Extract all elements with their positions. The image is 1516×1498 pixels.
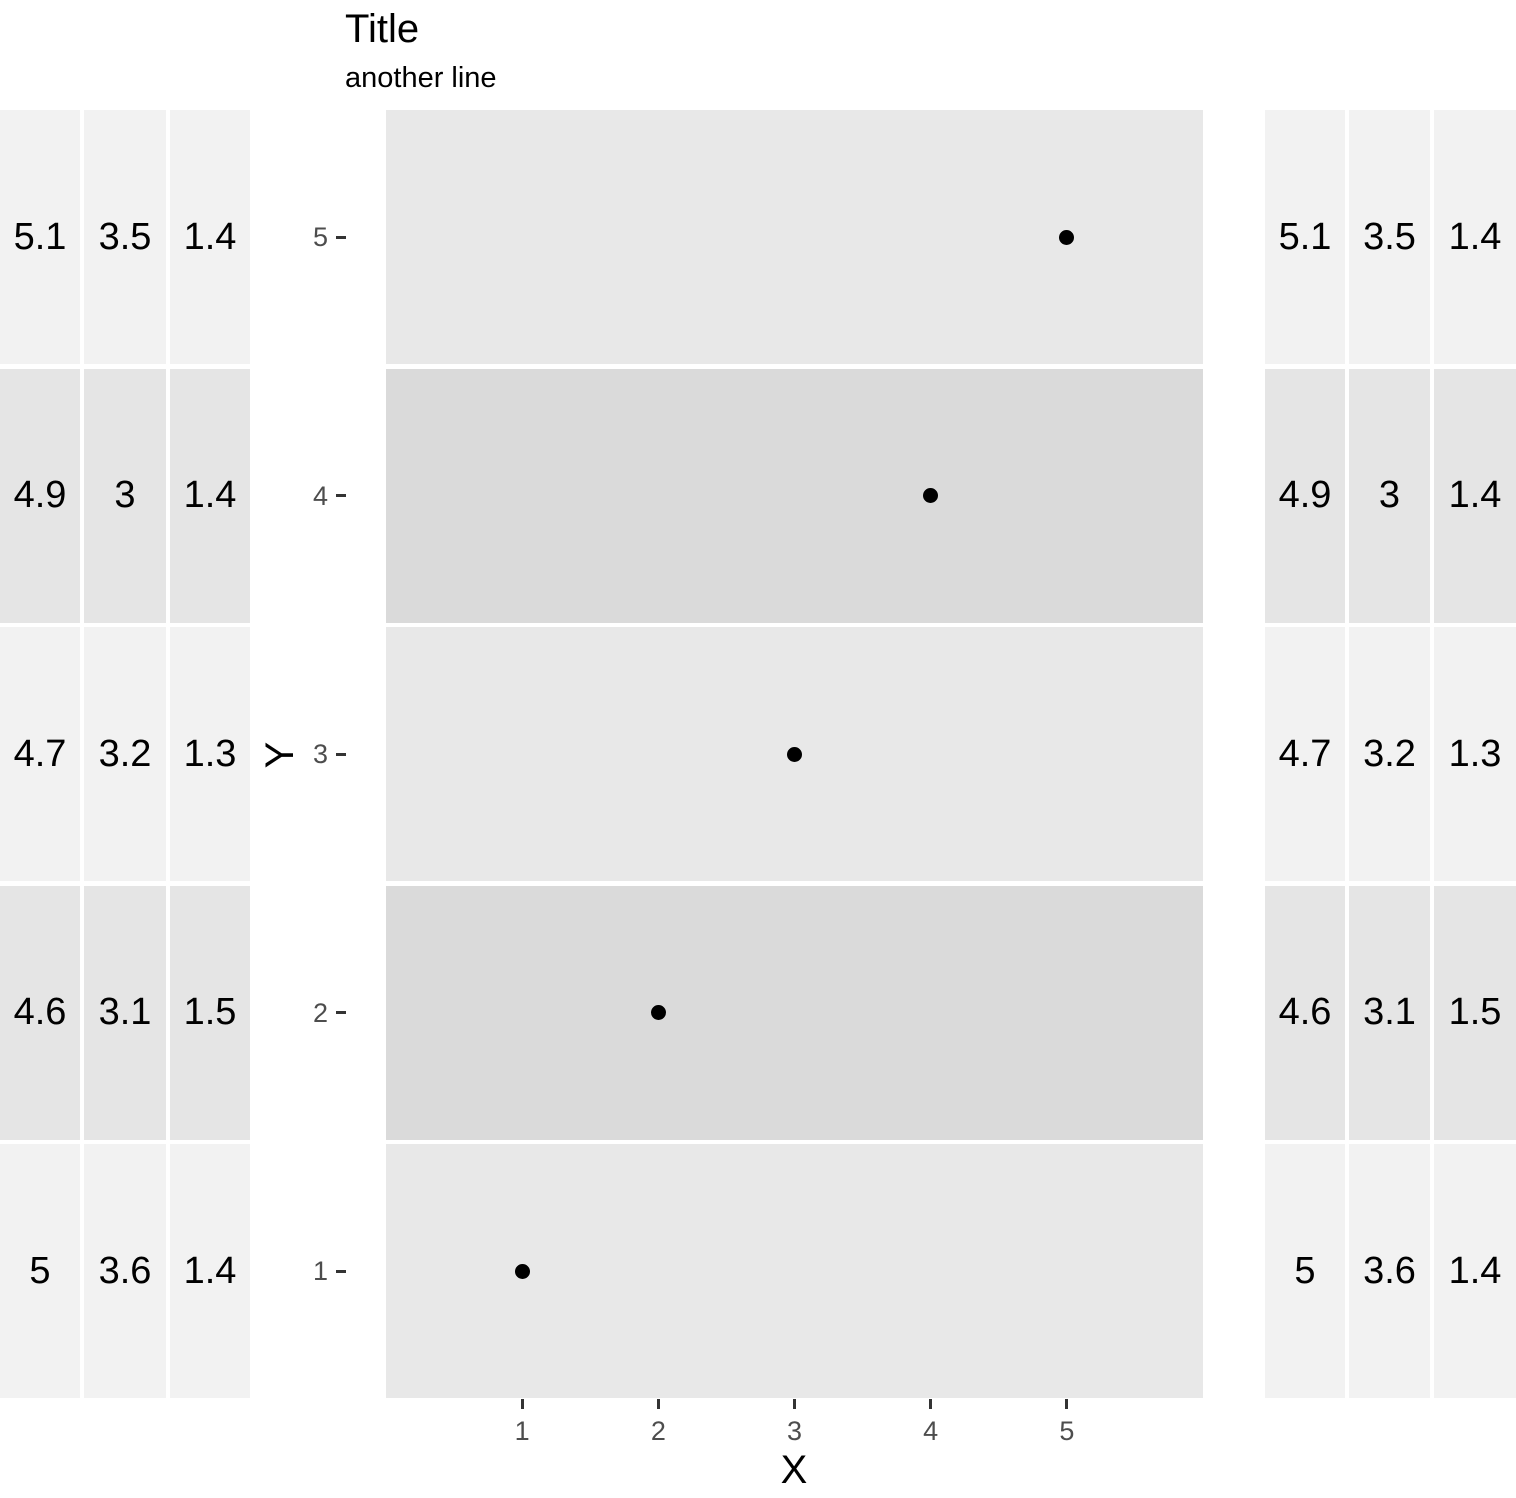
x-tick-mark [1065,1399,1069,1409]
table-cell: 1.4 [1434,1144,1516,1399]
y-tick-mark [336,1011,346,1015]
table-cell: 3 [1349,368,1430,623]
y-tick-mark [336,1269,346,1273]
chart-title: Title [345,7,420,51]
x-tick-label: 1 [514,1416,530,1446]
x-tick-label: 3 [786,1416,803,1446]
table-cell: 3.5 [84,110,166,364]
y-axis-title: Y [257,741,302,769]
y-tick-mark [336,494,346,498]
table-cell: 4.6 [0,885,80,1140]
y-tick-mark [336,752,346,756]
y-tick-label: 4 [312,480,328,511]
data-point [650,1005,666,1021]
table-cell: 3.1 [1349,885,1430,1140]
table-cell: 4.9 [0,368,80,623]
panel-band [386,885,1203,1140]
table-cell: 1.4 [170,110,250,364]
table-cell: 4.6 [1265,885,1345,1140]
x-tick-label: 5 [1059,1416,1075,1446]
y-tick-label: 3 [312,739,328,770]
left-data-table: 5.1 3.5 1.4 4.9 3 1.4 4.7 3.2 1.3 4.6 3.1 1.5 5 3.6 1.… [0,110,250,1400]
table-cell: 3.6 [84,1144,166,1399]
data-point [923,488,939,504]
y-tick-label: 5 [312,222,328,252]
x-tick-label: 4 [923,1416,939,1446]
x-axis-title: X [780,1448,808,1492]
table-cell: 3.2 [84,627,166,882]
table-cell: 1.5 [1434,885,1516,1140]
x-tick-label: 2 [650,1416,666,1446]
right-data-table: 5.1 3.5 1.4 4.9 3 1.4 4.7 3.2 1.3 4.6 3.1 1.5 5 3.6 1.… [1265,110,1516,1400]
table-cell: 1.4 [170,368,250,623]
data-point [514,1263,530,1279]
table-cell: 5.1 [1265,110,1345,364]
plot-panel [386,110,1203,1400]
x-tick-mark [656,1399,660,1409]
table-cell: 3.2 [1349,627,1430,882]
data-point [787,746,802,762]
panel-band [386,368,1203,623]
table-cell: 1.3 [1434,627,1516,882]
table-cell: 5 [0,1144,80,1399]
chart-subtitle: another line [345,62,497,94]
x-tick-mark [793,1399,796,1409]
y-tick-mark [336,235,346,239]
table-cell: 3.5 [1349,110,1430,364]
table-cell: 5 [1265,1144,1345,1399]
table-cell: 3.1 [84,885,166,1140]
table-cell: 3.6 [1349,1144,1430,1399]
table-cell: 4.9 [1265,368,1345,623]
table-cell: 1.4 [1434,368,1516,623]
table-cell: 5.1 [0,110,80,364]
table-cell: 1.4 [1434,110,1516,364]
x-tick-mark [520,1399,524,1409]
x-tick-mark [929,1399,933,1409]
y-tick-label: 2 [312,997,328,1028]
table-cell: 4.7 [0,627,80,882]
table-cell: 4.7 [1265,627,1345,882]
table-cell: 3 [84,368,166,623]
table-cell: 1.3 [170,627,250,882]
table-cell: 1.4 [170,1144,250,1399]
y-tick-label: 1 [312,1256,328,1287]
data-point [1059,229,1075,245]
table-cell: 1.5 [170,885,250,1140]
